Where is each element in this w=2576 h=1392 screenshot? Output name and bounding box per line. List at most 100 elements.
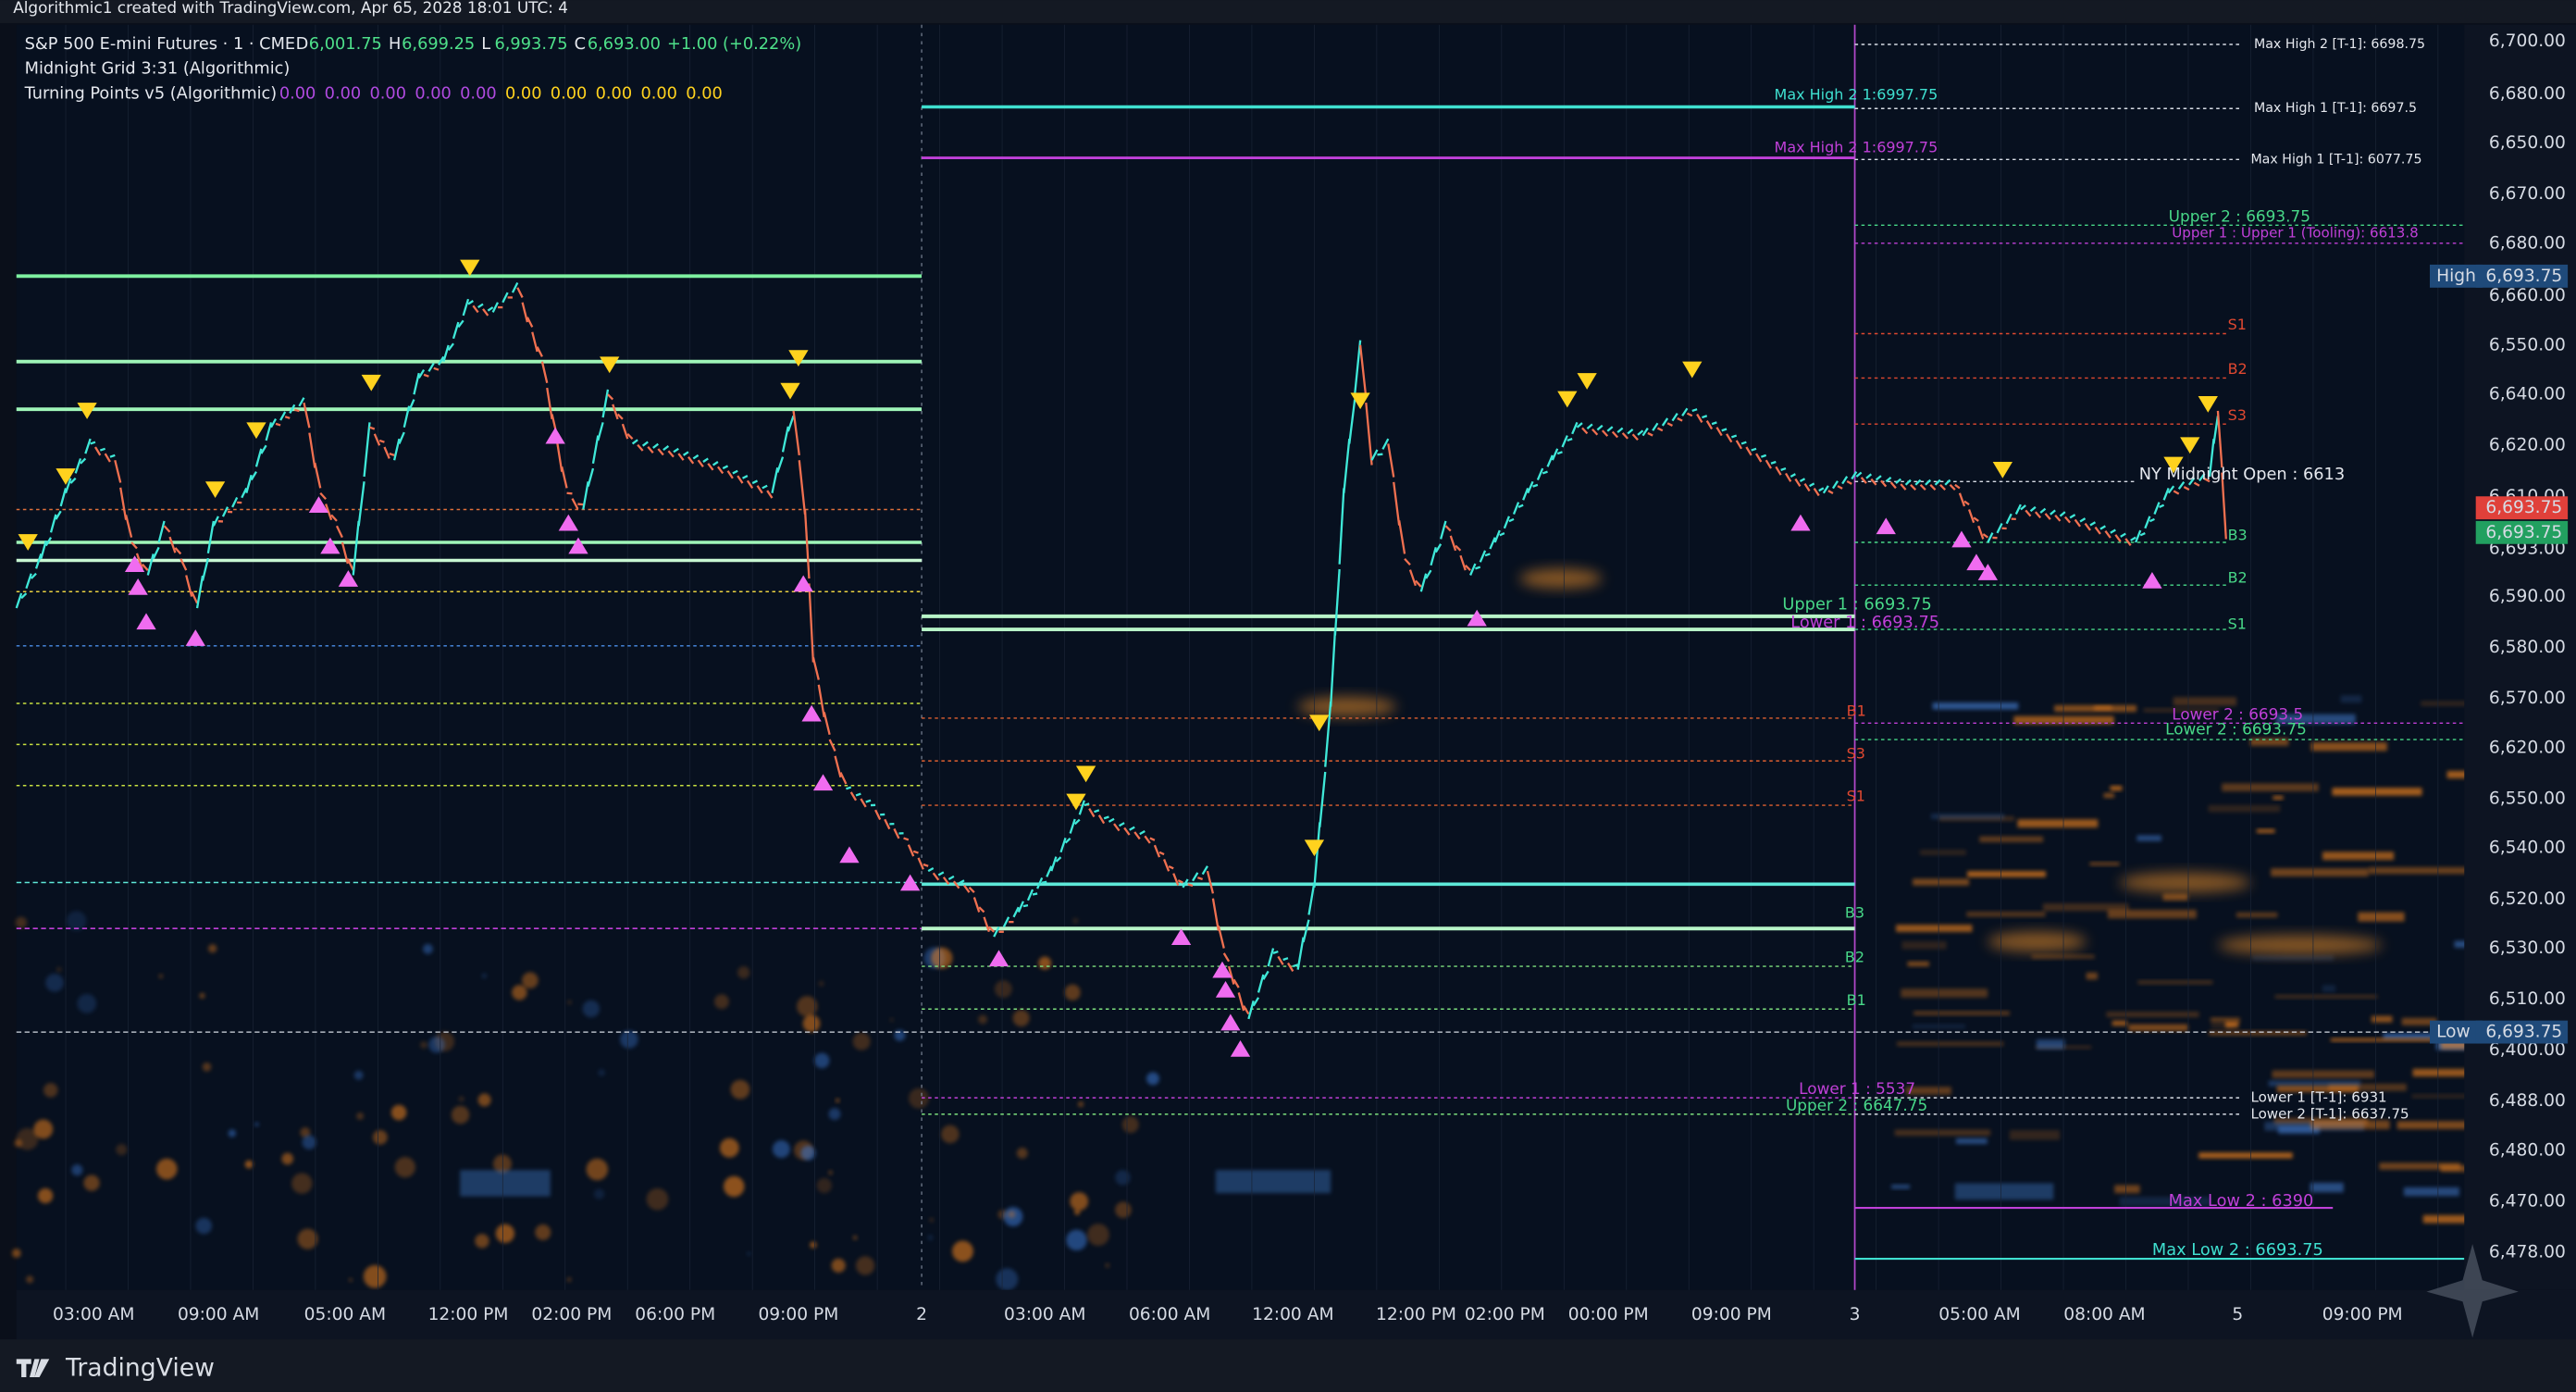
buy-marker <box>1951 530 1972 548</box>
candle <box>1532 483 1539 488</box>
time-label: 09:00 PM <box>758 1305 838 1324</box>
candle <box>245 474 253 494</box>
bokeh <box>71 1164 83 1176</box>
bokeh <box>1146 1072 1159 1086</box>
bokeh <box>797 996 818 1017</box>
candle <box>1963 500 1970 506</box>
candle <box>1740 441 1747 445</box>
candle <box>823 712 831 735</box>
candle <box>1846 480 1852 485</box>
candle <box>25 573 32 590</box>
bokeh <box>451 1105 470 1125</box>
candle <box>657 448 664 456</box>
candle <box>1354 340 1362 395</box>
price-label: 6,660.00 <box>2489 286 2566 305</box>
bokeh <box>2271 868 2369 876</box>
level-label: B1 <box>1847 991 1866 1009</box>
candle <box>1954 483 1961 490</box>
candle <box>2149 517 2155 523</box>
buy-marker <box>545 427 565 444</box>
candle <box>472 304 479 314</box>
bokeh <box>2272 1070 2375 1078</box>
bokeh <box>723 1175 745 1198</box>
candle <box>1358 344 1368 398</box>
candle <box>1319 771 1327 827</box>
candle <box>817 684 825 717</box>
level-label: S1 <box>2228 615 2247 632</box>
candle <box>1059 837 1067 853</box>
candle <box>1398 520 1406 554</box>
buy-marker <box>320 537 341 554</box>
bokeh <box>1919 850 1966 855</box>
bokeh <box>37 1187 54 1204</box>
buy-marker <box>1230 1039 1251 1057</box>
candle <box>1026 889 1034 901</box>
glow <box>2217 935 2383 955</box>
bokeh <box>994 980 1012 999</box>
bokeh <box>2322 985 2336 992</box>
bokeh <box>2198 1152 2293 1159</box>
price-label: 6,620.00 <box>2489 436 2566 455</box>
bokeh <box>2422 1214 2495 1224</box>
candle <box>369 426 376 430</box>
candle <box>860 798 867 808</box>
bokeh <box>1070 1192 1089 1211</box>
ohlc-key: C <box>575 35 586 54</box>
buy-marker <box>128 578 148 595</box>
price-label: 6,570.00 <box>2489 689 2566 708</box>
bokeh <box>772 1140 790 1159</box>
candle <box>1919 484 1926 491</box>
bokeh <box>2379 1162 2461 1170</box>
candle <box>762 484 768 490</box>
candle <box>308 432 316 468</box>
bokeh <box>747 1251 751 1256</box>
candle <box>1050 856 1058 872</box>
price-label: 6,680.00 <box>2489 233 2566 253</box>
candle <box>1681 407 1689 416</box>
candle <box>1469 563 1477 576</box>
candle <box>1267 948 1275 967</box>
bokeh <box>719 1137 739 1158</box>
level-label: Lower 1 : 5537 <box>1799 1079 1915 1098</box>
bokeh <box>1905 1087 1951 1095</box>
bokeh <box>828 1170 833 1175</box>
candle <box>146 553 155 576</box>
candle <box>20 592 28 600</box>
bokeh <box>620 1030 638 1049</box>
candle <box>1621 432 1629 440</box>
candle <box>942 876 950 885</box>
price-label: 6,680.00 <box>2489 84 2566 104</box>
price-label: 6,550.00 <box>2489 335 2566 354</box>
candle <box>174 547 182 555</box>
candle <box>884 818 891 830</box>
time-axis <box>16 1289 2576 1340</box>
candle <box>616 413 624 420</box>
candle <box>1243 1005 1250 1015</box>
bokeh <box>26 1275 34 1284</box>
candle <box>1415 579 1422 588</box>
bokeh-layer <box>11 568 2527 1291</box>
buy-marker <box>308 496 329 514</box>
candle <box>874 809 882 821</box>
bokeh <box>1979 836 2044 843</box>
candle <box>1430 547 1437 566</box>
price-label: 6,520.00 <box>2489 889 2566 909</box>
level-label: B2 <box>2228 569 2248 587</box>
bokeh <box>800 1145 816 1161</box>
candle <box>1084 802 1090 807</box>
level-label: Upper 1 : 6693.75 <box>1782 595 1931 614</box>
candle <box>1475 566 1481 570</box>
bokeh <box>2235 912 2278 918</box>
time-label: 06:00 PM <box>635 1305 715 1324</box>
candle <box>2029 505 2037 513</box>
candle <box>1272 950 1279 954</box>
sell-marker <box>1557 391 1578 408</box>
candle <box>1247 1000 1255 1020</box>
time-label: 09:00 PM <box>2322 1305 2403 1324</box>
ohlc-value: 6,693.00 <box>588 35 661 54</box>
candle <box>776 456 785 473</box>
candle <box>241 487 248 499</box>
candle <box>1012 906 1020 918</box>
bokeh <box>2031 954 2095 959</box>
candle <box>2167 485 2175 494</box>
